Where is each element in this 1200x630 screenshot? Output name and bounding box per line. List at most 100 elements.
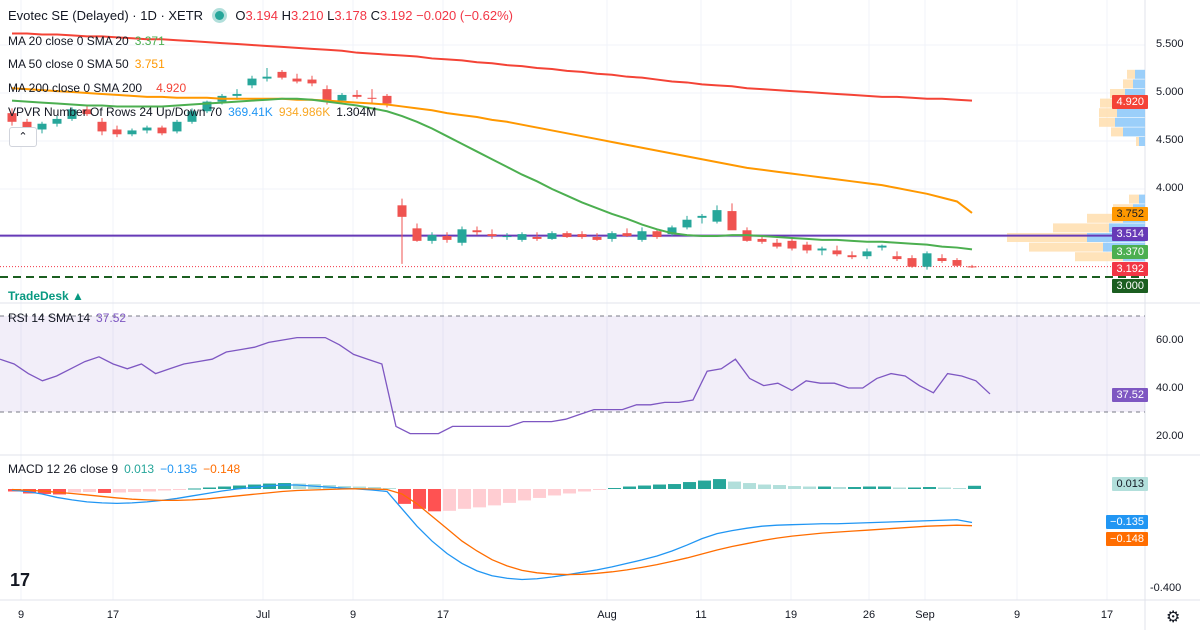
volume-profile-down-bar (1123, 79, 1133, 89)
legend-rsi[interactable]: RSI 14 SMA 14 37.52 (8, 311, 126, 325)
symbol-title[interactable]: Evotec SE (Delayed) · 1D · XETR (8, 8, 204, 23)
time-tick: 17 (1100, 609, 1114, 621)
tag-dashed: 3.000 (1112, 279, 1148, 293)
candle-body (937, 258, 947, 261)
candle-body (112, 129, 122, 135)
macd-histogram-bar (458, 489, 471, 509)
macd-histogram-bar (23, 489, 36, 494)
legend-ma20-value: 3.371 (134, 34, 165, 48)
macd-histogram-bar (668, 484, 681, 489)
candle-body (202, 101, 212, 112)
candle-body (382, 95, 392, 104)
rsi-line (0, 336, 991, 435)
time-tick: Jul (255, 609, 271, 621)
candle-body (712, 210, 722, 222)
macd-histogram-bar (503, 489, 516, 503)
candle-body (457, 229, 467, 243)
legend-macd-label: MACD 12 26 close 9 (8, 462, 119, 476)
candle-body (352, 94, 362, 97)
candle-body (667, 227, 677, 235)
candle-body (412, 228, 422, 241)
event-label[interactable]: TradeDesk ▲ (8, 289, 84, 303)
price-tick: 5.000 (1156, 86, 1184, 98)
volume-profile-down-bar (1099, 108, 1117, 118)
rsi-tick: 40.00 (1156, 382, 1184, 394)
tag-macd-line: −0.135 (1106, 515, 1148, 529)
tag-close: 3.192 (1112, 262, 1148, 276)
candle-body (727, 211, 737, 231)
macd-histogram-bar (218, 486, 231, 489)
macd-histogram-bar (683, 482, 696, 489)
candle-body (772, 242, 782, 247)
legend-ma20[interactable]: MA 20 close 0 SMA 20 3.371 (8, 34, 165, 48)
candle-body (172, 121, 182, 132)
legend-rsi-value: 37.52 (96, 311, 127, 325)
ohlc-open-label: O (235, 8, 246, 23)
candle-body (367, 97, 377, 99)
macd-histogram-bar (623, 486, 636, 489)
legend-ma50[interactable]: MA 50 close 0 SMA 50 3.751 (8, 57, 165, 71)
candle-body (577, 234, 587, 237)
candle-body (592, 237, 602, 240)
legend-vpvr-v1: 369.41K (228, 105, 273, 119)
candle-body (442, 236, 452, 240)
price-tick: 4.500 (1156, 134, 1184, 146)
tag-rsi: 37.52 (1112, 388, 1148, 402)
volume-profile-down-bar (1075, 252, 1123, 262)
price-tick: 5.500 (1156, 38, 1184, 50)
macd-histogram-bar (833, 487, 846, 489)
macd-histogram-bar (803, 486, 816, 489)
macd-histogram-bar (608, 488, 621, 490)
legend-macd-v2: −0.135 (160, 462, 198, 476)
volume-profile-down-bar (1111, 127, 1123, 137)
tag-ma20: 3.370 (1112, 245, 1148, 259)
volume-profile-up-bar (1139, 194, 1145, 204)
candle-body (967, 266, 977, 268)
ma20-line (11, 97, 973, 251)
macd-histogram-bar (968, 485, 981, 489)
candle-body (757, 238, 767, 242)
macd-histogram-bar (818, 486, 831, 489)
rsi-tick: 60.00 (1156, 334, 1184, 346)
candle-body (697, 215, 707, 218)
candle-body (517, 234, 527, 240)
candle-body (142, 127, 152, 131)
volume-profile-up-bar (1117, 108, 1145, 118)
macd-histogram-bar (713, 479, 726, 489)
candle-body (307, 79, 317, 84)
ma200-line (12, 32, 973, 102)
candle-body (262, 76, 272, 79)
legend-macd[interactable]: MACD 12 26 close 9 0.013 −0.135 −0.148 (8, 462, 240, 476)
ohlc-close-label: C (370, 8, 380, 23)
gear-icon[interactable]: ⚙ (1166, 609, 1181, 626)
time-tick: 17 (436, 609, 450, 621)
ohlc-low-label: L (327, 8, 335, 23)
legend-rsi-label: RSI 14 SMA 14 (8, 311, 91, 325)
legend-vpvr[interactable]: VPVR Number Of Rows 24 Up/Down 70 369.41K… (8, 105, 376, 119)
legend-ma200[interactable]: MA 200 close 0 SMA 200 4.920 (8, 81, 186, 95)
ohlc-open: 3.194 (245, 8, 278, 23)
ma50-line (11, 87, 973, 214)
macd-histogram-bar (863, 486, 876, 489)
chevron-up-icon[interactable]: ⌃ (9, 127, 37, 147)
legend-ma20-label: MA 20 close 0 SMA 20 (8, 34, 129, 48)
macd-histogram-bar (428, 489, 441, 512)
macd-histogram-bar (158, 489, 171, 491)
time-tick: 11 (695, 609, 707, 621)
macd-histogram-bar (53, 489, 66, 495)
candle-body (487, 234, 497, 237)
legend-ma200-label: MA 200 close 0 SMA 200 (8, 81, 143, 95)
macd-histogram-bar (113, 489, 126, 493)
candle-body (532, 237, 542, 239)
volume-profile-down-bar (1127, 69, 1135, 79)
candle-body (232, 93, 242, 96)
time-tick: Aug (597, 609, 617, 621)
candle-body (97, 121, 107, 132)
candle-body (847, 255, 857, 258)
candle-body (892, 256, 902, 260)
tradingview-logo[interactable]: 17 (10, 570, 31, 590)
candle-body (832, 250, 842, 255)
legend-vpvr-label: VPVR Number Of Rows 24 Up/Down 70 (8, 105, 223, 119)
candle-body (952, 260, 962, 266)
